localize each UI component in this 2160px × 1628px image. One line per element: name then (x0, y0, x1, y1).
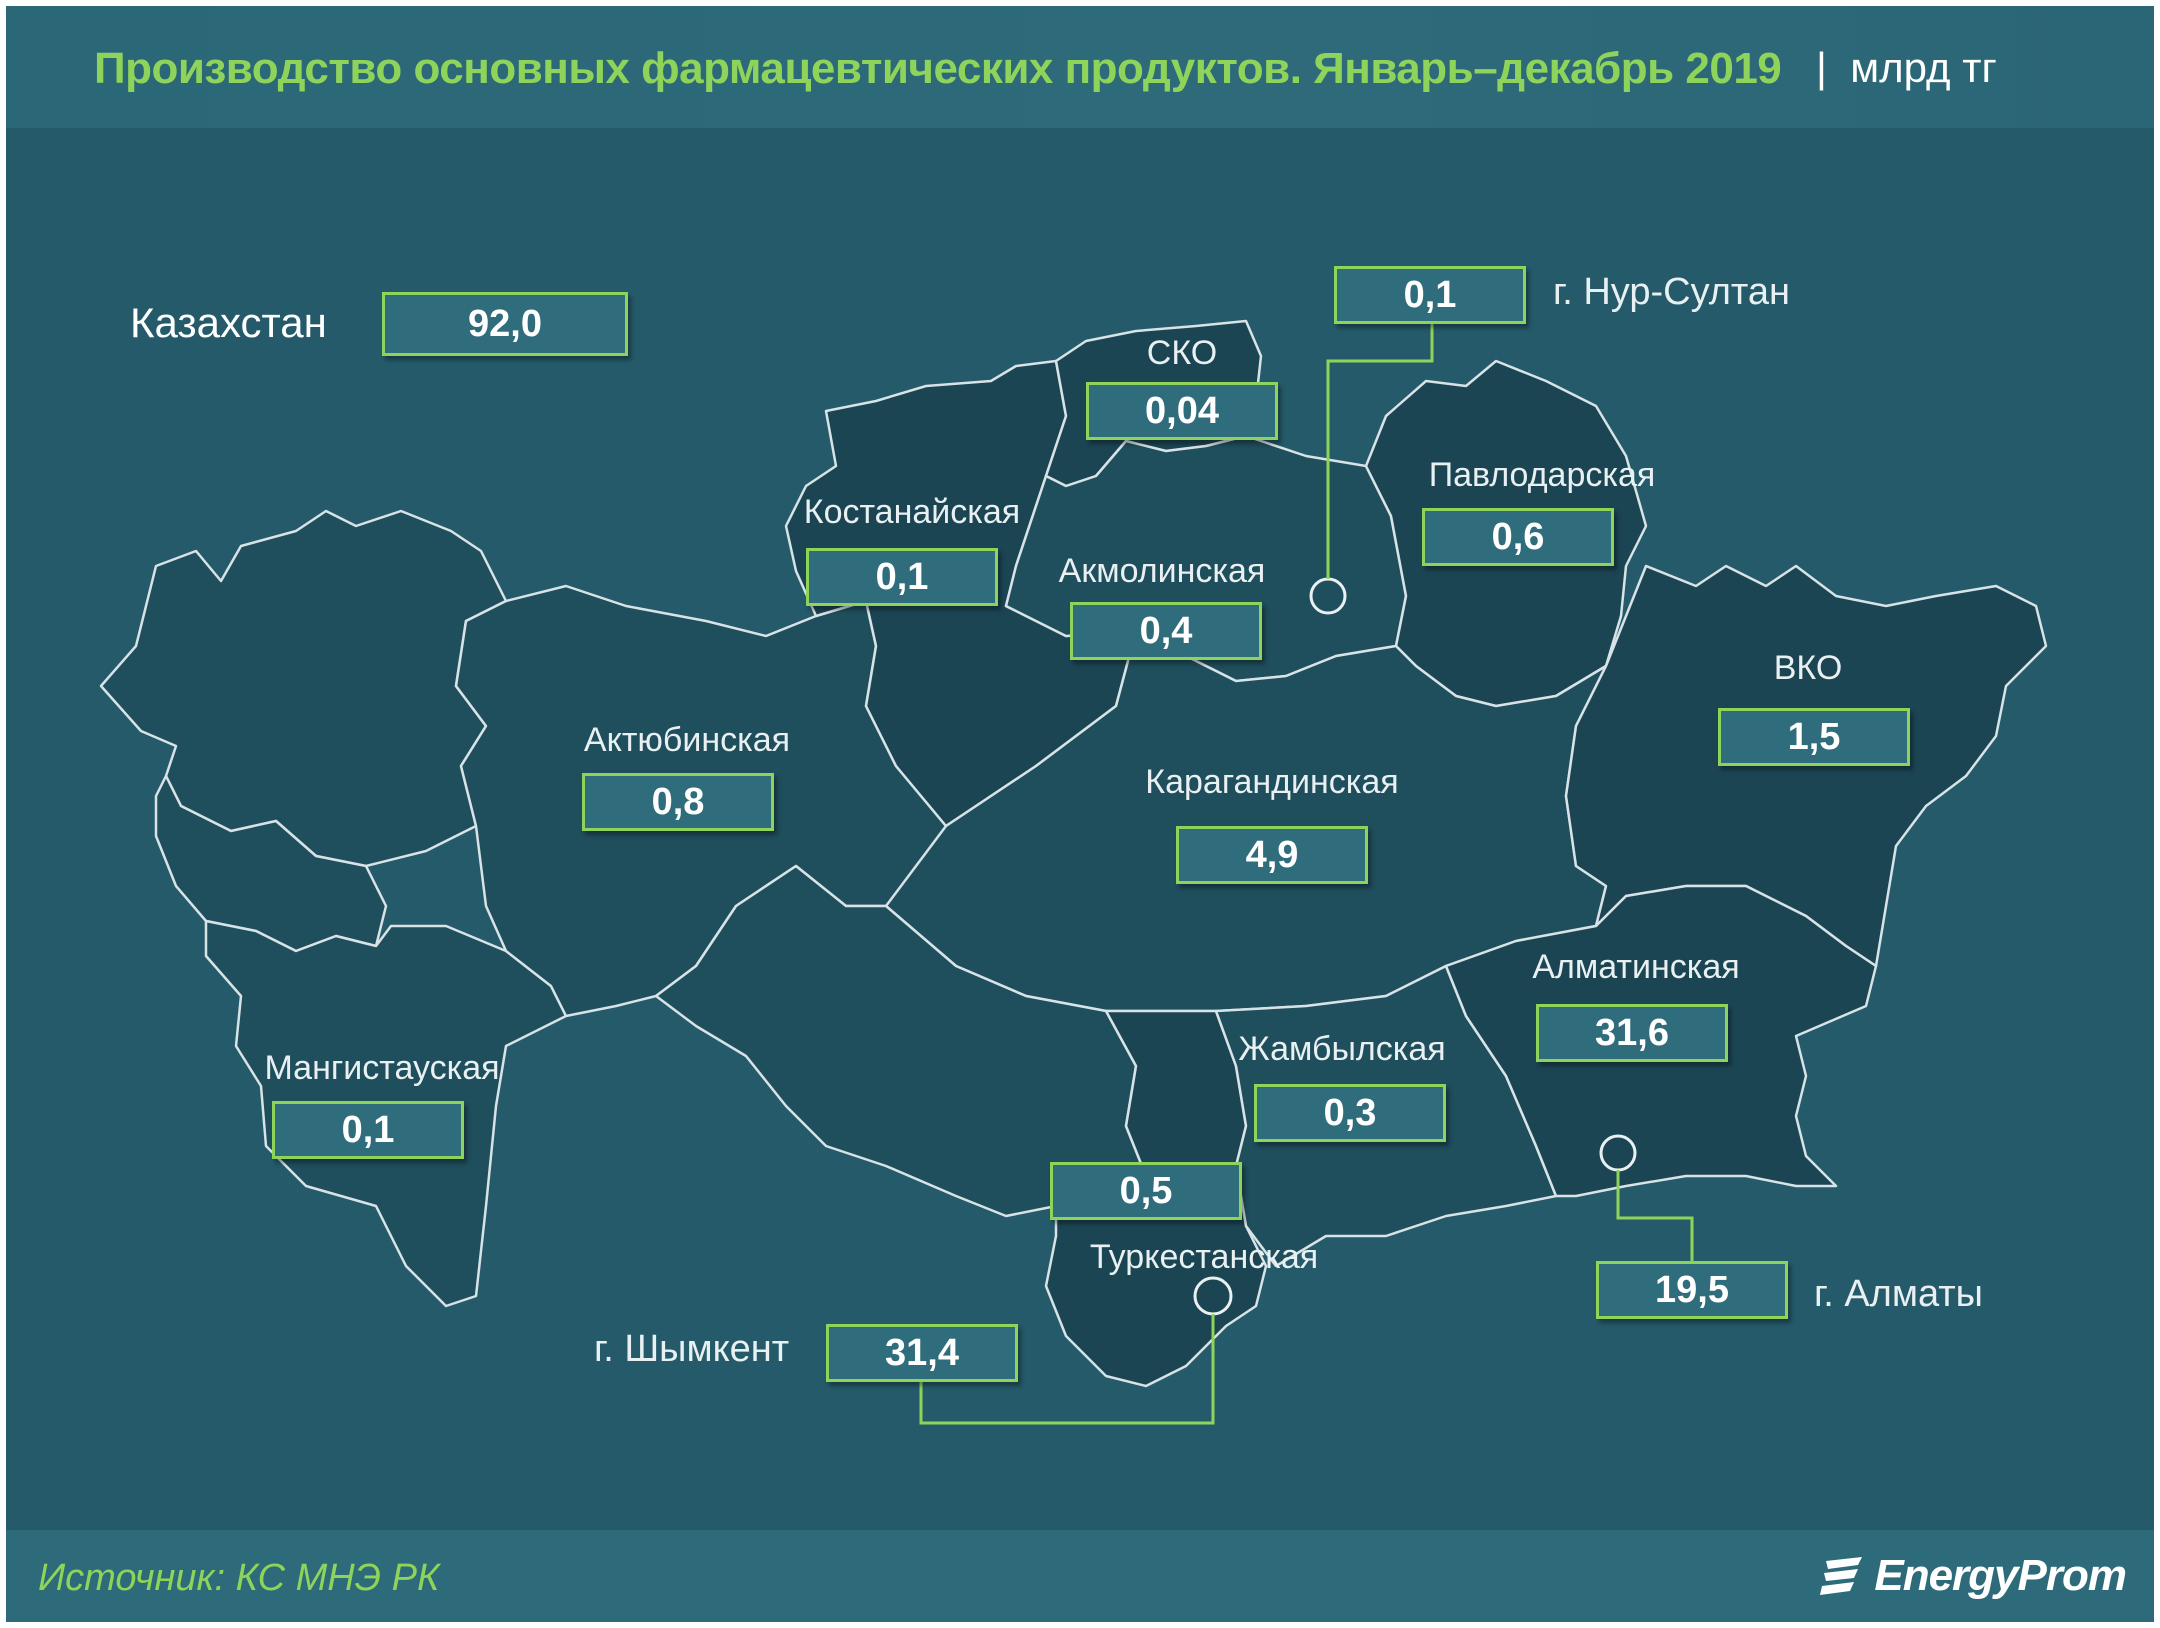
region-label-vko: ВКО (1773, 649, 1843, 687)
region-label-almaty: Алматинская (1532, 948, 1740, 986)
region-value-zhambyl: 0,3 (1254, 1084, 1446, 1142)
energyprom-logo-icon (1820, 1557, 1863, 1595)
almaty-leader-line (1616, 1170, 1694, 1261)
region-label-sko: СКО (1146, 334, 1218, 372)
unit-separator: | (1816, 44, 1827, 91)
city-value-nur-sultan: 0,1 (1334, 266, 1526, 324)
map-infographic: Производство основных фармацевтических п… (6, 6, 2154, 1622)
footer: Источник: КС МНЭ РК EnergyProm (6, 1530, 2154, 1622)
region-value-almaty: 31,6 (1536, 1004, 1728, 1062)
country-value-box: 92,0 (382, 292, 628, 356)
region-label-akmola: Акмолинская (1058, 552, 1266, 590)
region-value-sko: 0,04 (1086, 382, 1278, 440)
region-label-pavlodar: Павлодарская (1428, 456, 1656, 494)
country-name: Казахстан (130, 299, 327, 346)
nur-sultan-leader-line (1326, 324, 1434, 579)
city-label-nur-sultan: г. Нур-Султан (1553, 271, 1791, 313)
city-value-almaty: 19,5 (1596, 1261, 1788, 1319)
unit-label: | млрд тг (1816, 44, 1997, 92)
region-value-turkestan: 0,5 (1050, 1162, 1242, 1220)
region-value-akmola: 0,4 (1070, 602, 1262, 660)
shymkent-leader-line (919, 1314, 1215, 1425)
unit-text: млрд тг (1850, 44, 1997, 91)
page-title: Производство основных фармацевтических п… (94, 44, 1782, 93)
city-label-shymkent: г. Шымкент (594, 1328, 790, 1370)
region-label-turkestan: Туркестанская (1089, 1238, 1319, 1276)
region-value-pavlodar: 0,6 (1422, 508, 1614, 566)
region-value-karaganda: 4,9 (1176, 826, 1368, 884)
header: Производство основных фармацевтических п… (6, 6, 2154, 128)
city-label-almaty: г. Алматы (1814, 1273, 1983, 1315)
region-value-aktobe: 0,8 (582, 773, 774, 831)
energyprom-logo: EnergyProm (1818, 1548, 2127, 1604)
city-value-shymkent: 31,4 (826, 1324, 1018, 1382)
source-note: Источник: КС МНЭ РК (38, 1557, 440, 1599)
region-label-kostanay: Костанайская (803, 493, 1021, 531)
region-label-aktobe: Актюбинская (583, 721, 791, 759)
region-value-mangistau: 0,1 (272, 1101, 464, 1159)
kazakhstan-map (99, 319, 2048, 1425)
region-label-karaganda: Карагандинская (1145, 763, 1399, 801)
region-label-zhambyl: Жамбылская (1238, 1030, 1446, 1068)
logo-text: EnergyProm (1874, 1551, 2127, 1600)
region-value-vko: 1,5 (1718, 708, 1910, 766)
region-label-mangistau: Мангистауская (264, 1049, 500, 1087)
region-value-kostanay: 0,1 (806, 548, 998, 606)
